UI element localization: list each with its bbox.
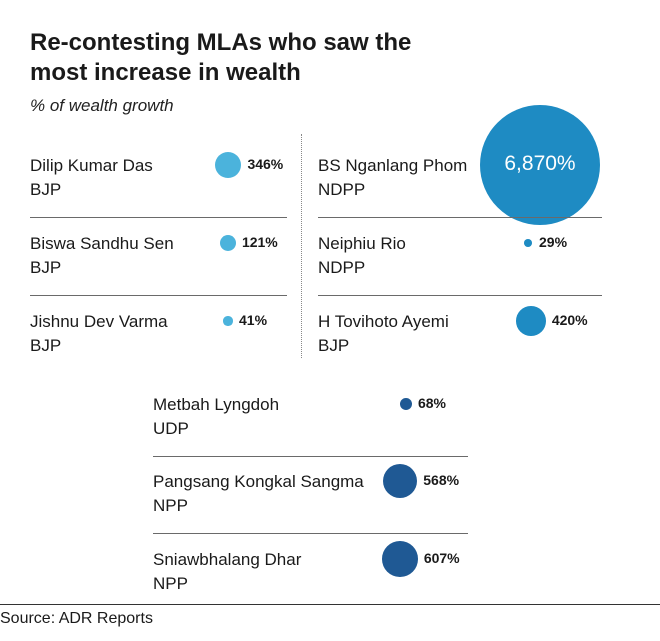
row-separator <box>153 456 468 457</box>
mla-name: Sniawbhalang Dhar <box>153 550 302 569</box>
value-label: 420% <box>551 312 588 328</box>
party-label: BJP <box>30 180 62 199</box>
mla-name: H Tovihoto Ayemi <box>318 312 449 331</box>
wealth-bubble <box>382 463 418 499</box>
party-label: BJP <box>30 336 62 355</box>
chart-title: Re-contesting MLAs who saw the most incr… <box>30 29 412 86</box>
party-label: NPP <box>153 574 188 593</box>
party-label: BJP <box>318 336 350 355</box>
party-label: NDPP <box>318 180 366 199</box>
value-label: 346% <box>247 156 284 172</box>
value-label: 607% <box>423 550 460 566</box>
party-label: NDPP <box>318 258 366 277</box>
party-label: BJP <box>30 258 62 277</box>
value-label: 68% <box>417 395 446 411</box>
wealth-bubble <box>524 239 532 247</box>
wealth-bubble <box>382 541 418 577</box>
source-divider <box>0 604 660 605</box>
row-separator <box>30 217 287 218</box>
value-label: 121% <box>241 234 278 250</box>
value-label: 29% <box>539 234 568 250</box>
mla-name: Dilip Kumar Das <box>30 156 153 175</box>
wealth-bubble <box>516 306 546 336</box>
value-label: 568% <box>423 472 460 488</box>
wealth-bubble <box>214 151 242 179</box>
mla-name: Pangsang Kongkal Sangma <box>153 472 364 491</box>
wealth-bubble <box>220 235 236 251</box>
party-label: UDP <box>153 419 189 438</box>
row-separator <box>318 217 602 218</box>
value-label: 6,870% <box>504 152 576 175</box>
wealth-bubble <box>480 105 600 225</box>
row-separator <box>30 295 287 296</box>
wealth-bubble <box>400 398 412 410</box>
mla-name: Metbah Lyngdoh <box>153 395 280 414</box>
mla-name: Biswa Sandhu Sen <box>30 234 174 253</box>
value-label: 41% <box>239 312 268 328</box>
source-note: Source: ADR Reports <box>0 610 153 627</box>
mla-name: Jishnu Dev Varma <box>30 312 168 331</box>
mla-name: BS Nganlang Phom <box>318 156 468 175</box>
mla-name: Neiphiu Rio <box>318 234 406 253</box>
wealth-bubble <box>223 316 233 326</box>
row-separator <box>318 295 602 296</box>
chart-subtitle: % of wealth growth <box>30 96 174 115</box>
column-divider <box>301 134 302 358</box>
row-separator <box>153 533 468 534</box>
party-label: NPP <box>153 496 188 515</box>
